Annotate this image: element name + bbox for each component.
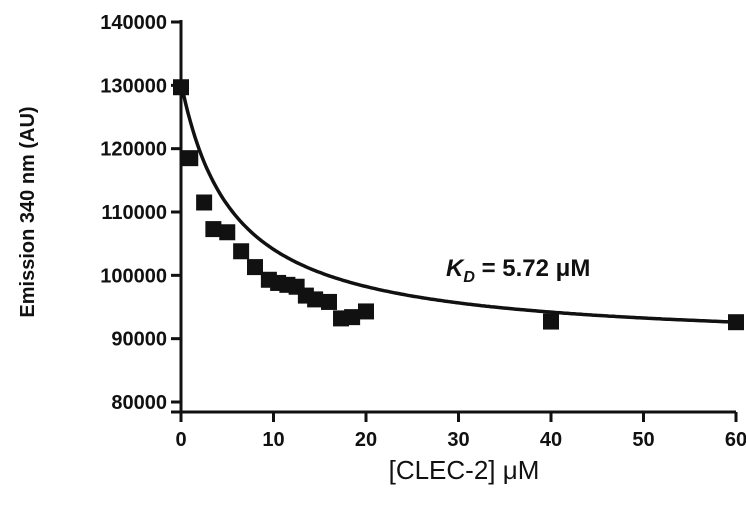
fit-curve bbox=[179, 81, 737, 324]
data-points bbox=[173, 79, 744, 331]
data-point bbox=[247, 259, 263, 276]
data-point bbox=[728, 314, 744, 331]
x-tick-label: 20 bbox=[355, 429, 377, 451]
data-point bbox=[358, 303, 374, 320]
data-point bbox=[543, 313, 559, 330]
data-point bbox=[219, 224, 236, 241]
x-tick-label: 0 bbox=[175, 429, 186, 451]
y-tick-label: 80000 bbox=[111, 392, 167, 414]
x-tick-label: 10 bbox=[262, 429, 284, 451]
data-point bbox=[182, 150, 199, 167]
y-tick-label: 110000 bbox=[101, 202, 167, 224]
data-point bbox=[307, 291, 324, 308]
x-axis-title: [CLEC-2] μM bbox=[389, 455, 540, 485]
y-tick-label: 130000 bbox=[100, 75, 167, 97]
data-point bbox=[205, 221, 222, 238]
y-tick-label: 100000 bbox=[100, 265, 167, 287]
x-tick-label: 30 bbox=[447, 429, 469, 451]
data-point bbox=[196, 194, 213, 211]
data-point bbox=[321, 293, 337, 310]
y-tick-label: 120000 bbox=[100, 139, 167, 161]
data-point bbox=[173, 79, 189, 96]
y-tick-label: 140000 bbox=[100, 12, 167, 34]
x-tick-label: 60 bbox=[725, 429, 746, 451]
y-axis-title: Emission 340 nm (AU) bbox=[17, 106, 39, 317]
kd-annotation-k: K bbox=[446, 255, 465, 282]
kd-annotation-value: = 5.72 μM bbox=[475, 255, 590, 282]
data-point bbox=[344, 309, 361, 326]
data-point bbox=[233, 243, 250, 260]
x-tick-label: 50 bbox=[632, 429, 654, 451]
y-tick-label: 90000 bbox=[111, 329, 167, 351]
fit-curve-layer bbox=[179, 81, 737, 324]
x-tick-label: 40 bbox=[540, 429, 562, 451]
kd-annotation: KD = 5.72 μM bbox=[446, 255, 590, 286]
kd-annotation-subscript: D bbox=[463, 269, 475, 286]
ticks: 80000 90000 100000 110000 120000 130000 140000… bbox=[100, 12, 746, 451]
axes bbox=[171, 20, 736, 414]
